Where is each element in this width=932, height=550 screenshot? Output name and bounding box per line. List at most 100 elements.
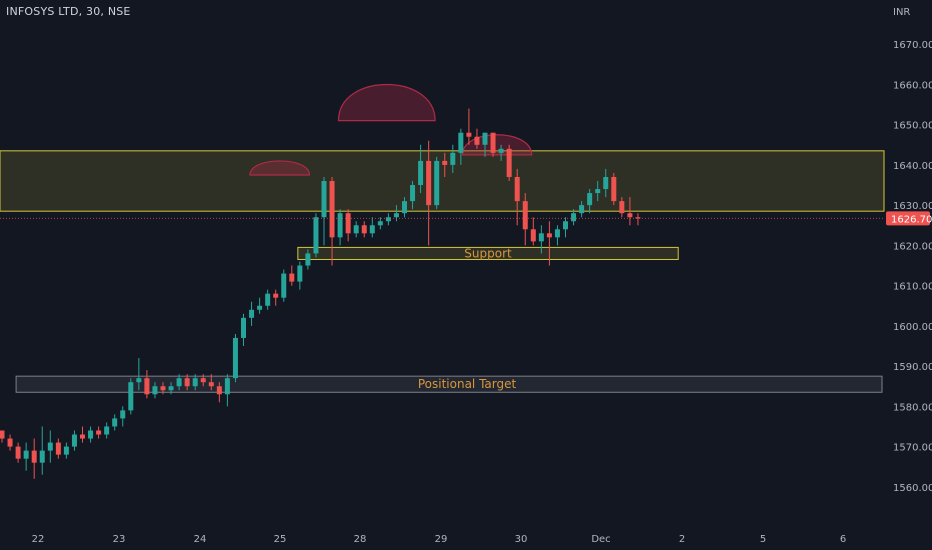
candle-body <box>587 193 593 206</box>
candle <box>281 269 287 302</box>
zone-label-1: Support <box>464 246 512 260</box>
candle-body <box>136 378 142 383</box>
candle <box>514 168 520 226</box>
arc-1 <box>337 83 436 122</box>
candle <box>289 265 295 286</box>
price-axis[interactable]: 1560.00 1570.00 1580.00 1590.00 1600.00 1610.… <box>893 40 932 494</box>
candle-body <box>39 450 45 463</box>
candle <box>635 213 641 226</box>
candle <box>498 144 504 161</box>
candle-body <box>160 386 166 391</box>
candle-body <box>426 160 432 206</box>
candle-body <box>490 132 496 153</box>
candle-body <box>514 176 520 202</box>
candle <box>112 414 118 431</box>
candle-body <box>377 221 383 226</box>
candle <box>522 193 528 246</box>
candle <box>96 426 102 439</box>
candle <box>160 382 166 395</box>
candle <box>7 434 13 451</box>
candle <box>587 189 593 214</box>
zone-0 <box>0 150 885 212</box>
candle <box>55 438 61 459</box>
candle-body <box>297 265 303 282</box>
candle-body <box>635 217 641 219</box>
candle <box>152 382 158 399</box>
candle-body <box>595 189 601 194</box>
y-tick-label: 1660.00 <box>893 80 932 91</box>
candle <box>265 289 271 310</box>
candle <box>144 370 150 399</box>
candle-body <box>402 201 407 214</box>
y-tick-label: 1560.00 <box>893 483 932 494</box>
candle-body <box>63 446 69 455</box>
candle-body <box>530 229 536 242</box>
candle <box>313 213 319 258</box>
candle <box>418 144 424 194</box>
x-tick-label: 23 <box>113 534 126 545</box>
candle <box>611 172 617 206</box>
candle-body <box>442 160 448 165</box>
arc-2 <box>461 134 533 156</box>
candle <box>200 374 206 387</box>
candle-body <box>345 213 351 234</box>
candle-body <box>313 217 319 254</box>
candle <box>595 181 601 202</box>
zone-1 <box>297 246 679 260</box>
x-tick-label: 25 <box>274 534 287 545</box>
candle <box>273 289 279 306</box>
candle <box>369 217 375 238</box>
candle <box>63 442 69 459</box>
candle-body <box>144 378 150 395</box>
time-axis[interactable]: 22 23 24 25 28 29 30 Dec 2 5 6 <box>32 534 847 545</box>
candle <box>104 422 110 439</box>
candle-body <box>265 293 271 306</box>
candle-body <box>128 382 134 411</box>
candle-body <box>305 253 311 266</box>
candle-body <box>321 181 327 218</box>
candle-body <box>538 233 544 242</box>
candle-body <box>385 217 391 222</box>
candle <box>474 128 480 149</box>
candle-body <box>482 132 488 145</box>
candle-body <box>410 185 416 202</box>
last-price-label: 1626.70 <box>891 214 932 225</box>
candle <box>208 374 214 391</box>
x-tick-label: 30 <box>515 534 528 545</box>
candle <box>31 438 37 479</box>
x-tick-label: 24 <box>194 534 207 545</box>
candle-body <box>208 382 214 387</box>
candle <box>377 217 383 230</box>
candle-body <box>329 181 335 238</box>
candle <box>176 374 182 391</box>
candle-body <box>55 442 61 455</box>
candle <box>458 128 464 165</box>
candle-body <box>522 201 528 230</box>
candle-body <box>619 201 625 214</box>
candle-body <box>80 434 85 439</box>
arc-0 <box>249 160 311 176</box>
candle <box>0 430 5 443</box>
y-tick-label: 1570.00 <box>893 443 932 454</box>
candle-body <box>232 337 238 379</box>
candle <box>337 209 343 246</box>
candle <box>232 333 238 383</box>
candle-body <box>361 225 367 234</box>
candle <box>192 374 198 391</box>
candle-body <box>15 446 21 459</box>
last-price-tag: 1626.70 <box>886 211 932 226</box>
candle-body <box>273 293 279 298</box>
candle <box>23 442 29 471</box>
y-tick-label: 1590.00 <box>893 362 932 373</box>
candle <box>120 406 126 427</box>
candle <box>466 108 472 145</box>
candle <box>47 430 53 463</box>
candle <box>71 430 77 451</box>
candles-layer <box>0 108 884 479</box>
candle-body <box>31 450 37 463</box>
candle-body <box>224 378 230 395</box>
candle-body <box>458 132 464 153</box>
candle-body <box>627 213 633 218</box>
candle-body <box>200 378 206 383</box>
